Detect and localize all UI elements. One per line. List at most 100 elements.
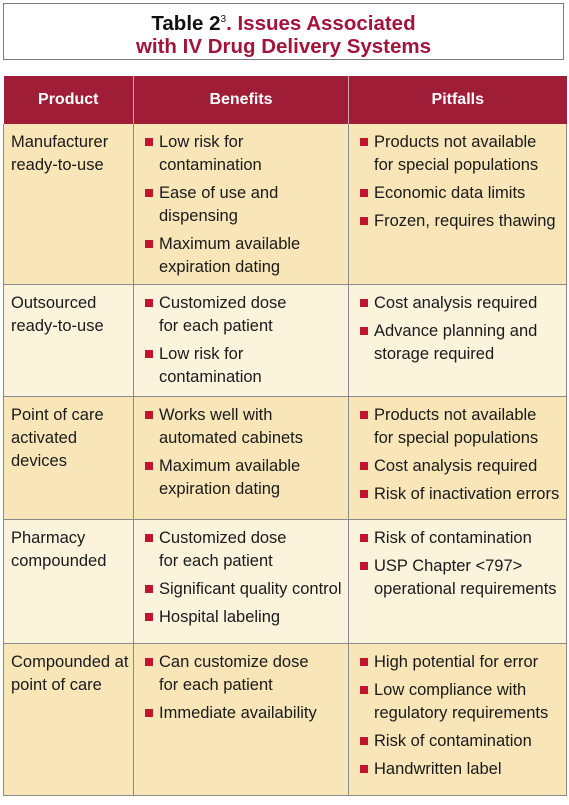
item-text-line: Works well with xyxy=(159,406,273,424)
item-text-line: Products not available xyxy=(374,133,537,151)
product-name: Compounded at point of care xyxy=(4,644,133,697)
item-text-line: Hospital labeling xyxy=(159,608,281,626)
item-text-line: Risk of contamination xyxy=(374,529,532,547)
column-header-product: Product xyxy=(3,76,134,124)
pitfall-item: Products not available for special popula… xyxy=(360,404,562,450)
benefit-item: Immediate availability xyxy=(145,702,344,725)
pitfall-item: Cost analysis required xyxy=(360,455,562,478)
bullet-square-icon xyxy=(360,686,368,694)
product-name-line: Outsourced xyxy=(11,294,97,312)
item-text-line: Economic data limits xyxy=(374,184,526,202)
product-name: Manufacturer ready-to-use xyxy=(4,124,133,177)
item-text-line: Can customize dose xyxy=(159,653,309,671)
item-text-line: regulatory requirements xyxy=(374,704,549,722)
pitfall-item: Risk of contamination xyxy=(360,730,562,753)
pitfall-item: USP Chapter <797> operational requirement… xyxy=(360,555,562,601)
product-name: Point of care activated devices xyxy=(4,397,133,473)
benefits-list: Low risk for contamination Ease of use and… xyxy=(134,124,348,279)
item-text-line: Frozen, requires thawing xyxy=(374,212,556,230)
item-text-line: Risk of contamination xyxy=(374,732,532,750)
benefits-cell: Customized dose for each patient Significa… xyxy=(133,519,349,644)
pitfalls-cell: Products not available for special popula… xyxy=(348,396,567,520)
benefit-item: Maximum available expiration dating xyxy=(145,455,344,501)
pitfalls-cell: High potential for error Low compliance w… xyxy=(348,643,567,796)
bullet-square-icon xyxy=(360,189,368,197)
item-text-line: Customized dose xyxy=(159,529,287,547)
bullet-square-icon xyxy=(145,138,153,146)
product-name-line: compounded xyxy=(11,552,107,570)
item-text-line: for each patient xyxy=(159,552,273,570)
pitfalls-cell: Products not available for special popula… xyxy=(348,124,567,285)
item-text-line: Cost analysis required xyxy=(374,294,538,312)
table-title-line2: with IV Drug Delivery Systems xyxy=(135,35,432,58)
product-name: Outsourced ready-to-use xyxy=(4,285,133,338)
bullet-square-icon xyxy=(360,534,368,542)
bullet-square-icon xyxy=(360,217,368,225)
benefit-item: Significant quality control xyxy=(145,578,344,601)
pitfall-item: Low compliance with regulatory requiremen… xyxy=(360,679,562,725)
benefits-list: Customized dose for each patient Low risk … xyxy=(134,285,348,389)
product-name-line: Point of care xyxy=(11,406,104,424)
bullet-square-icon xyxy=(360,490,368,498)
table-title-box: Table 23. Issues Associated with IV Drug… xyxy=(3,3,564,60)
benefit-item: Works well with automated cabinets xyxy=(145,404,344,450)
bullet-square-icon xyxy=(360,299,368,307)
pitfall-item: Handwritten label xyxy=(360,758,562,781)
item-text-line: High potential for error xyxy=(374,653,539,671)
item-text-line: Products not available xyxy=(374,406,537,424)
pitfall-item: Frozen, requires thawing xyxy=(360,210,562,233)
benefits-cell: Customized dose for each patient Low risk … xyxy=(133,284,349,397)
bullet-square-icon xyxy=(145,658,153,666)
product-cell: Manufacturer ready-to-use xyxy=(3,124,134,285)
pitfall-item: Risk of contamination xyxy=(360,527,562,550)
product-cell: Point of care activated devices xyxy=(3,396,134,520)
column-header-benefits: Benefits xyxy=(133,76,349,124)
column-header-pitfalls: Pitfalls xyxy=(348,76,567,124)
benefit-item: Ease of use and dispensing xyxy=(145,182,344,228)
bullet-square-icon xyxy=(145,350,153,358)
item-text-line: for special populations xyxy=(374,429,539,447)
product-name-line: devices xyxy=(11,452,67,470)
table-title-reference: 3 xyxy=(220,14,227,25)
pitfall-item: Products not available for special popula… xyxy=(360,131,562,177)
pitfalls-list: Risk of contamination USP Chapter <797> op… xyxy=(349,520,566,601)
item-text-line: for each patient xyxy=(159,317,273,335)
item-text-line: Maximum available xyxy=(159,235,301,253)
bullet-square-icon xyxy=(360,658,368,666)
iv-delivery-issues-table: Product Benefits Pitfalls Manufacturer re… xyxy=(3,76,567,796)
table-row: Compounded at point of care Can customize … xyxy=(3,643,567,796)
benefits-cell: Works well with automated cabinets Maximum… xyxy=(133,396,349,520)
benefit-item: Low risk for contamination xyxy=(145,343,344,389)
bullet-square-icon xyxy=(360,737,368,745)
item-text-line: storage required xyxy=(374,345,495,363)
benefits-list: Customized dose for each patient Significa… xyxy=(134,520,348,629)
item-text-line: Handwritten label xyxy=(374,760,502,778)
benefits-list: Works well with automated cabinets Maximum… xyxy=(134,397,348,501)
item-text-line: dispensing xyxy=(159,207,238,225)
item-text-line: Low risk for xyxy=(159,345,244,363)
bullet-square-icon xyxy=(360,462,368,470)
product-cell: Compounded at point of care xyxy=(3,643,134,796)
benefit-item: Customized dose for each patient xyxy=(145,527,344,573)
item-text-line: contamination xyxy=(159,156,262,174)
benefit-item: Maximum available expiration dating xyxy=(145,233,344,279)
product-name-line: activated xyxy=(11,429,78,447)
product-name-line: Manufacturer xyxy=(11,133,109,151)
pitfall-item: High potential for error xyxy=(360,651,562,674)
table-title-line1: Table 23. Issues Associated xyxy=(4,8,563,35)
item-text-line: Low compliance with xyxy=(374,681,527,699)
item-text-line: contamination xyxy=(159,368,262,386)
item-text-line: Cost analysis required xyxy=(374,457,538,475)
product-name-line: Pharmacy xyxy=(11,529,86,547)
benefits-cell: Low risk for contamination Ease of use and… xyxy=(133,124,349,285)
product-name-line: ready-to-use xyxy=(11,317,104,335)
product-cell: Pharmacy compounded xyxy=(3,519,134,644)
bullet-square-icon xyxy=(145,189,153,197)
pitfall-item: Economic data limits xyxy=(360,182,562,205)
pitfall-item: Cost analysis required xyxy=(360,292,562,315)
bullet-square-icon xyxy=(145,534,153,542)
pitfall-item: Risk of inactivation errors xyxy=(360,483,562,506)
bullet-square-icon xyxy=(145,585,153,593)
item-text-line: Ease of use and xyxy=(159,184,279,202)
item-text-line: Customized dose xyxy=(159,294,287,312)
